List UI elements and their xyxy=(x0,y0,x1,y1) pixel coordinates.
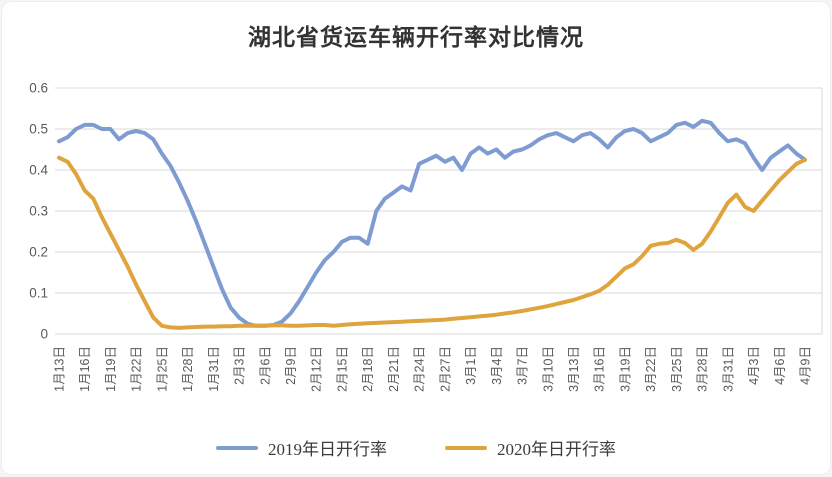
x-axis-label: 3月16日 xyxy=(593,346,607,392)
y-axis-label: 0 xyxy=(40,327,48,342)
legend-item-2019: 2019年日开行率 xyxy=(216,435,387,460)
y-axis-label: 0.5 xyxy=(29,122,48,137)
x-axis-label: 2月24日 xyxy=(413,346,427,392)
x-axis-label: 3月1日 xyxy=(464,346,478,385)
y-axis-label: 0.6 xyxy=(29,81,48,96)
x-axis-label: 2月3日 xyxy=(233,346,247,385)
x-axis-label: 3月7日 xyxy=(516,346,530,385)
chart-title: 湖北省货运车辆开行率对比情况 xyxy=(248,25,584,50)
series-line-2019 xyxy=(57,118,807,328)
x-axis-label: 2月18日 xyxy=(361,346,375,392)
y-axis-label: 0.1 xyxy=(29,286,48,301)
x-axis-label: 2月15日 xyxy=(335,346,349,392)
x-axis-label: 2月9日 xyxy=(284,346,298,385)
x-axis-label: 2月27日 xyxy=(438,346,452,392)
series-line-2020 xyxy=(57,155,807,330)
x-axis-label: 1月13日 xyxy=(53,346,67,392)
legend-label-2020: 2020年日开行率 xyxy=(497,440,616,459)
x-axis-label: 3月25日 xyxy=(670,346,684,392)
legend-label-2019: 2019年日开行率 xyxy=(268,440,387,459)
legend-line-swatch-2020 xyxy=(445,445,487,450)
legend: 2019年日开行率 2020年日开行率 xyxy=(2,435,830,460)
x-axis-label: 3月22日 xyxy=(644,346,658,392)
y-axis-label: 0.2 xyxy=(29,245,48,260)
x-axis-label: 3月10日 xyxy=(541,346,555,392)
x-axis-label: 3月13日 xyxy=(567,346,581,392)
x-axis-label: 1月31日 xyxy=(207,346,221,392)
x-axis-label: 3月31日 xyxy=(721,346,735,392)
x-axis-label: 2月21日 xyxy=(387,346,401,392)
x-axis-label: 3月28日 xyxy=(696,346,710,392)
x-axis-label: 2月6日 xyxy=(258,346,272,385)
x-axis-label: 1月25日 xyxy=(155,346,169,392)
legend-item-2020: 2020年日开行率 xyxy=(445,435,616,460)
legend-line-swatch-2019 xyxy=(216,445,258,450)
x-axis-label: 3月19日 xyxy=(618,346,632,392)
x-axis-label: 4月6日 xyxy=(773,346,787,385)
x-axis-label: 1月28日 xyxy=(181,346,195,392)
x-axis-label: 4月9日 xyxy=(799,346,813,385)
x-axis-label: 1月19日 xyxy=(104,346,118,392)
x-axis-label: 1月16日 xyxy=(78,346,92,392)
x-axis-label: 4月3日 xyxy=(747,346,761,385)
x-axis-label: 2月12日 xyxy=(310,346,324,392)
y-axis-label: 0.4 xyxy=(29,163,48,178)
x-axis-label: 1月22日 xyxy=(130,346,144,392)
x-axis-label: 3月4日 xyxy=(490,346,504,385)
y-axis-label: 0.3 xyxy=(29,204,48,219)
